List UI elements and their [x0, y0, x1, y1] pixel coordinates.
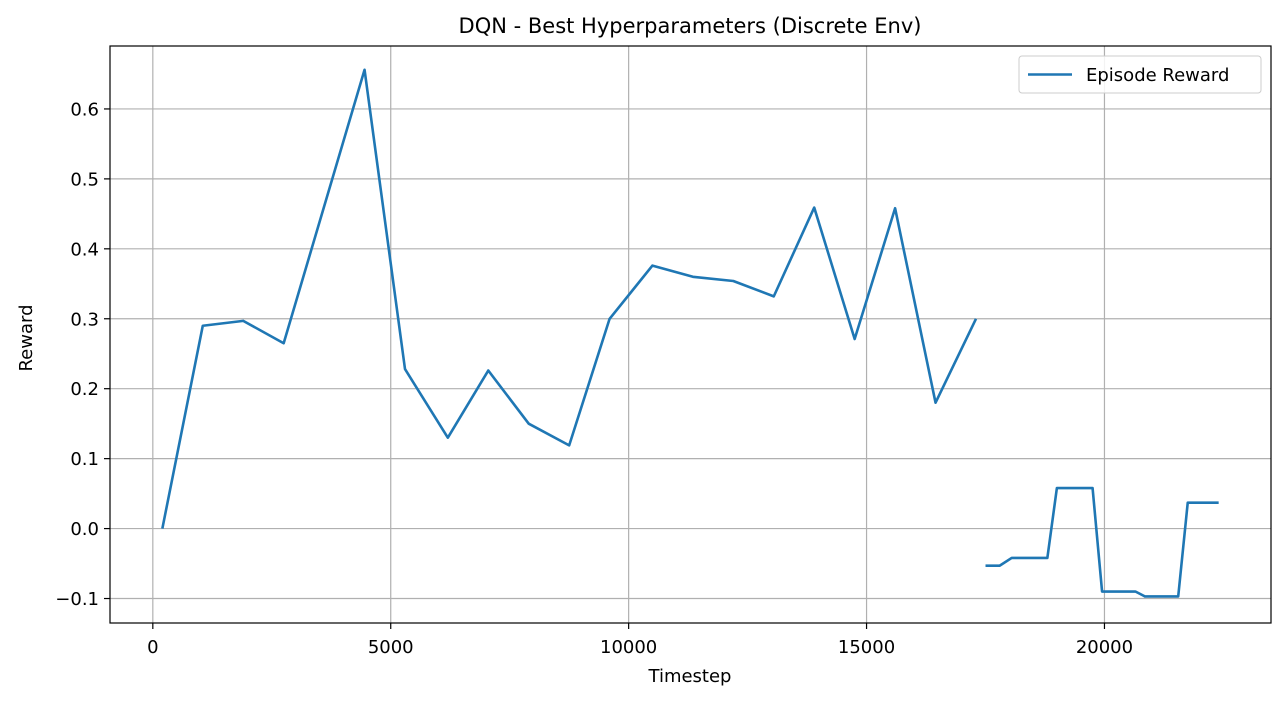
y-tick-label: 0.3 [70, 309, 99, 330]
legend-label: Episode Reward [1086, 65, 1229, 86]
x-axis: 0 5000 10000 15000 20000 [147, 623, 1133, 658]
series-line-episode-reward [985, 486, 1219, 598]
y-tick-label: 0.6 [70, 99, 99, 120]
y-axis: −0.1 0.0 0.1 0.2 0.3 0.4 0.5 0.6 [55, 99, 110, 610]
y-tick-label: −0.1 [55, 589, 99, 610]
y-tick-label: 0.5 [70, 169, 99, 190]
x-tick-label: 0 [147, 637, 158, 658]
y-tick-label: 0.0 [70, 519, 99, 540]
y-tick-label: 0.2 [70, 379, 99, 400]
x-tick-label: 10000 [600, 637, 657, 658]
x-tick-label: 5000 [368, 637, 414, 658]
series-line-episode-reward [161, 68, 978, 529]
series-layer [161, 68, 1219, 598]
legend: Episode Reward [1018, 55, 1262, 94]
plot-frame [109, 45, 1272, 624]
legend-box [1018, 55, 1262, 94]
x-tick-label: 15000 [838, 637, 895, 658]
grid [110, 46, 1271, 623]
y-tick-label: 0.1 [70, 449, 99, 470]
x-tick-label: 20000 [1076, 637, 1133, 658]
chart-title: DQN - Best Hyperparameters (Discrete Env… [459, 14, 922, 38]
x-axis-label: Timestep [648, 666, 732, 687]
y-tick-label: 0.4 [70, 239, 99, 260]
y-axis-label: Reward [16, 304, 37, 371]
